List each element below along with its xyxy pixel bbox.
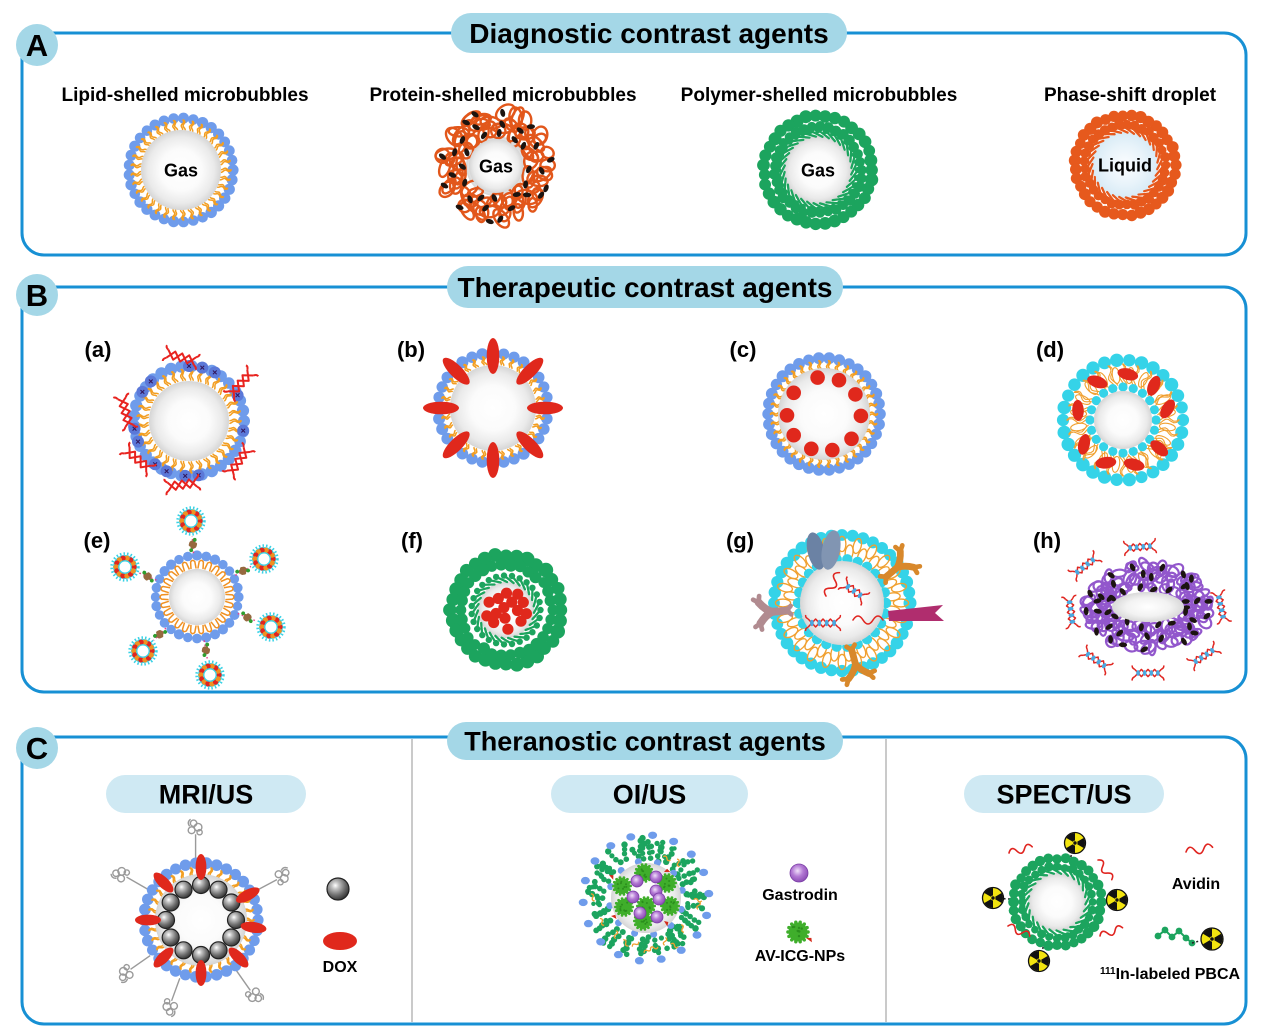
svg-text:(c): (c): [730, 337, 757, 362]
svg-text:(d): (d): [1036, 337, 1064, 362]
svg-text:A: A: [26, 28, 48, 63]
svg-text:AV-ICG-NPs: AV-ICG-NPs: [755, 948, 845, 965]
svg-text:C: C: [26, 731, 48, 766]
svg-text:(h): (h): [1033, 528, 1061, 553]
svg-text:Lipid-shelled microbubbles: Lipid-shelled microbubbles: [61, 85, 308, 106]
svg-text:Protein-shelled microbubbles: Protein-shelled microbubbles: [369, 85, 636, 106]
svg-text:(e): (e): [84, 528, 111, 553]
svg-text:(g): (g): [726, 528, 754, 553]
svg-text:Therapeutic contrast agents: Therapeutic contrast agents: [458, 272, 833, 303]
svg-text:(f): (f): [401, 528, 423, 553]
svg-text:Phase-shift droplet: Phase-shift droplet: [1044, 85, 1217, 106]
svg-text:B: B: [26, 278, 48, 313]
svg-text:MRI/US: MRI/US: [159, 780, 254, 810]
svg-text:111In-labeled PBCA: 111In-labeled PBCA: [1100, 966, 1241, 983]
svg-text:Diagnostic contrast agents: Diagnostic contrast agents: [469, 18, 828, 49]
svg-text:Gas: Gas: [801, 160, 835, 180]
svg-text:(a): (a): [85, 337, 112, 362]
svg-text:Avidin: Avidin: [1172, 876, 1220, 893]
svg-text:Gastrodin: Gastrodin: [762, 887, 838, 904]
svg-text:DOX: DOX: [323, 959, 358, 976]
svg-text:(b): (b): [397, 337, 425, 362]
svg-text:OI/US: OI/US: [613, 780, 687, 810]
svg-text:Liquid: Liquid: [1098, 155, 1152, 175]
svg-text:Theranostic contrast agents: Theranostic contrast agents: [464, 727, 826, 757]
svg-text:Gas: Gas: [479, 156, 513, 176]
svg-text:Polymer-shelled microbubbles: Polymer-shelled microbubbles: [681, 85, 958, 106]
svg-text:Gas: Gas: [164, 160, 198, 180]
svg-text:SPECT/US: SPECT/US: [996, 780, 1131, 810]
